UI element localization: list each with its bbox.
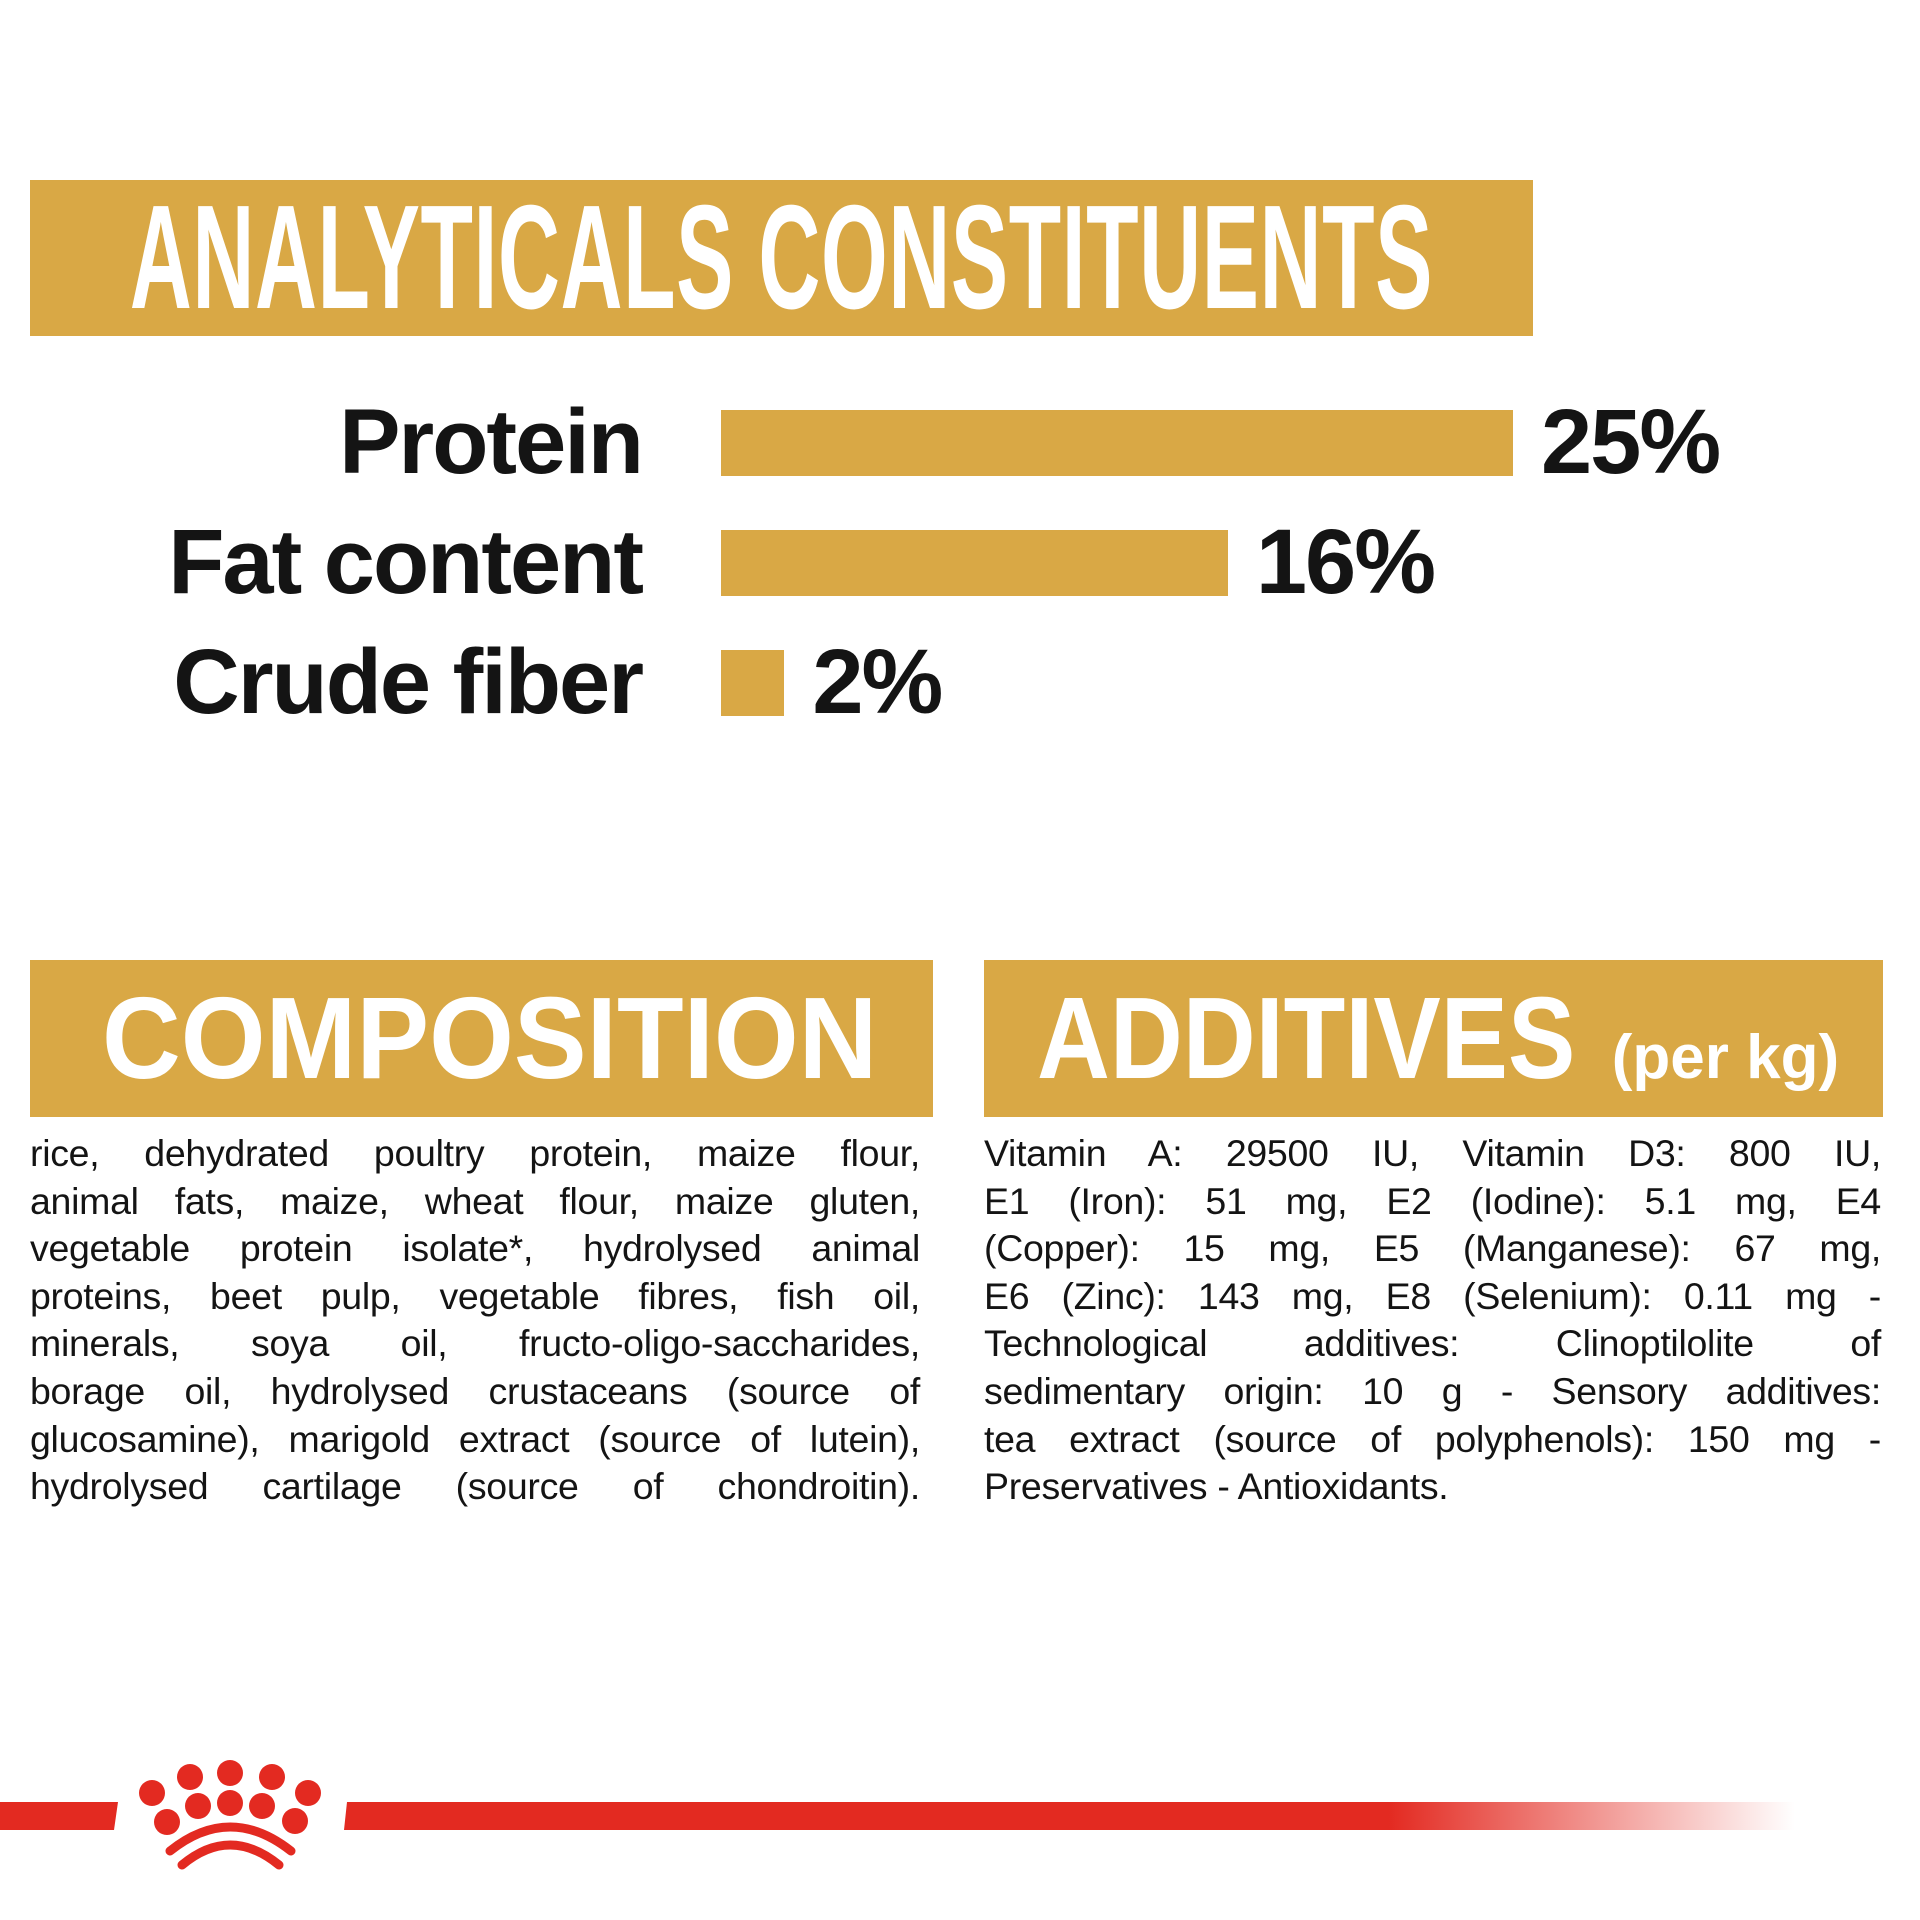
bar-category-label: Crude fiber — [173, 631, 644, 733]
text-line: E1 (Iron): 51 mg, E2 (Iodine): 5.1 mg, E… — [984, 1179, 1881, 1222]
analytical-constituents-band: ANALYTICALS CONSTITUENTS — [30, 180, 1533, 336]
bar-value: 2% — [812, 631, 943, 733]
chart-row: Protein 25% — [0, 391, 1920, 493]
text-line: minerals, soya oil, fructo-oligo-sacchar… — [30, 1322, 920, 1365]
red-stripe-right-fading — [344, 1802, 1795, 1830]
bar-value: 16% — [1255, 511, 1436, 613]
bar — [721, 410, 1513, 476]
text-line: E6 (Zinc): 143 mg, E8 (Selenium): 0.11 m… — [984, 1274, 1881, 1317]
text-line: Technological additives: Clinoptilolite … — [984, 1322, 1881, 1365]
bar — [721, 650, 785, 716]
additives-title-suffix: (per kg) — [1611, 1023, 1840, 1092]
text-line: animal fats, maize, wheat flour, maize g… — [30, 1179, 920, 1222]
text-line: proteins, beet pulp, vegetable fibres, f… — [30, 1274, 920, 1317]
text-line: Preservatives - Antioxidants. — [984, 1465, 1449, 1508]
composition-text: rice, dehydrated poultry protein, maize … — [30, 1130, 920, 1511]
text-line: sedimentary origin: 10 g - Sensory addit… — [984, 1369, 1881, 1412]
text-line: tea extract (source of polyphenols): 150… — [984, 1417, 1881, 1460]
text-line: (Copper): 15 mg, E5 (Manganese): 67 mg, — [984, 1227, 1881, 1270]
text-line: glucosamine), marigold extract (source o… — [30, 1417, 920, 1460]
text-line: hydrolysed cartilage (source of chondroi… — [30, 1465, 920, 1508]
analytical-constituents-chart: Protein 25% Fat content 16% Crude fiber 2% — [0, 0, 1920, 760]
additives-text: Vitamin A: 29500 IU, Vitamin D3: 800 IU,… — [984, 1130, 1881, 1511]
text-line: rice, dehydrated poultry protein, maize … — [30, 1132, 920, 1174]
composition-title: COMPOSITION — [102, 973, 878, 1103]
bar-value: 25% — [1541, 391, 1721, 493]
text-line: vegetable protein isolate*, hydrolysed a… — [30, 1227, 920, 1270]
bar-category-label: Fat content — [168, 511, 644, 613]
additives-band: ADDITIVES (per kg) — [984, 960, 1883, 1117]
chart-row: Fat content 16% — [0, 511, 1920, 613]
page-title: ANALYTICALS CONSTITUENTS — [129, 175, 1434, 340]
chart-row: Crude fiber 2% — [0, 631, 1920, 733]
additives-title: ADDITIVES — [1037, 973, 1576, 1103]
bar-category-label: Protein — [339, 391, 644, 493]
royal-canin-crown-icon — [139, 1760, 321, 1870]
text-line: borage oil, hydrolysed crustaceans (sour… — [30, 1369, 920, 1412]
composition-band: COMPOSITION — [30, 960, 933, 1117]
bar — [721, 530, 1228, 596]
text-line: Vitamin A: 29500 IU, Vitamin D3: 800 IU, — [984, 1132, 1881, 1174]
red-stripe-left — [0, 1802, 118, 1830]
